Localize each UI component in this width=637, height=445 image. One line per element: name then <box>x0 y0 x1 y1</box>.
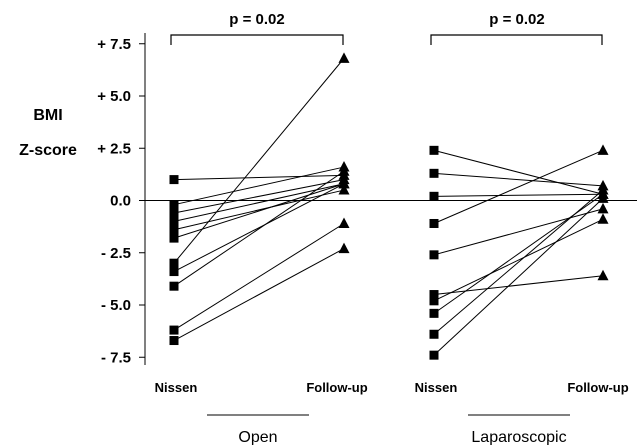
open-nissen-point <box>169 336 179 346</box>
category-label-lap-followup: Follow-up <box>567 380 628 395</box>
open-nissen-point <box>169 233 179 243</box>
laparoscopic-nissen-point <box>429 145 439 155</box>
open-pair-line <box>173 174 345 181</box>
open-nissen-point <box>169 216 179 226</box>
laparoscopic-pair-line <box>433 275 604 296</box>
p-value-laparoscopic: p = 0.02 <box>489 11 544 28</box>
laparoscopic-followup-point <box>597 192 609 203</box>
laparoscopic-nissen-point <box>429 329 439 339</box>
laparoscopic-pair-line <box>433 149 604 195</box>
y-tick-label: 0.0 <box>110 193 131 210</box>
laparoscopic-pair-line <box>433 198 604 356</box>
y-tick-label: + 2.5 <box>97 140 131 157</box>
open-pair-line <box>173 179 345 214</box>
open-followup-point <box>338 177 350 189</box>
open-pair-line <box>173 166 345 206</box>
open-followup-point <box>338 52 350 63</box>
laparoscopic-pair-line <box>433 172 604 187</box>
laparoscopic-nissen-point <box>429 191 439 201</box>
y-axis-label-line1: BMI <box>33 107 62 124</box>
group-label-laparoscopic: Laparoscopic <box>471 429 566 445</box>
open-pair-line <box>173 58 345 264</box>
data-layer <box>169 52 609 360</box>
y-axis-label-line2: Z-score <box>19 142 77 159</box>
open-nissen-point <box>169 208 179 218</box>
laparoscopic-followup-point <box>597 269 609 281</box>
laparoscopic-nissen-point <box>429 308 439 318</box>
open-nissen-point <box>169 325 179 335</box>
laparoscopic-nissen-point <box>429 250 439 260</box>
laparoscopic-pair-line <box>433 189 604 335</box>
open-pair-line <box>173 183 345 239</box>
p-value-bracket-laparoscopic <box>430 34 603 45</box>
open-pair-line <box>173 183 345 222</box>
open-pair-line <box>173 248 345 341</box>
laparoscopic-followup-point <box>597 213 609 224</box>
laparoscopic-pair-line <box>433 218 604 302</box>
open-nissen-point <box>169 281 179 291</box>
laparoscopic-nissen-point <box>429 218 439 228</box>
laparoscopic-pair-line <box>433 149 604 224</box>
open-pair-line <box>173 223 345 331</box>
laparoscopic-nissen-point <box>429 350 439 360</box>
open-pair-line <box>173 189 345 231</box>
category-label-lap-nissen: Nissen <box>415 380 458 395</box>
open-nissen-point <box>169 200 179 210</box>
open-nissen-point <box>169 175 179 185</box>
y-tick-label: - 7.5 <box>101 349 131 366</box>
y-tick-label: - 5.0 <box>101 297 131 314</box>
open-followup-point <box>338 217 350 228</box>
laparoscopic-nissen-point <box>429 290 439 300</box>
open-followup-point <box>338 165 350 176</box>
p-value-bracket-open <box>170 34 344 45</box>
laparoscopic-pair-line <box>433 208 604 256</box>
open-pair-line <box>173 170 345 287</box>
laparoscopic-followup-point <box>597 144 609 155</box>
laparoscopic-followup-point <box>597 184 609 195</box>
group-label-open: Open <box>238 429 277 445</box>
laparoscopic-pair-line <box>433 193 604 197</box>
laparoscopic-nissen-point <box>429 168 439 178</box>
y-tick-label: + 7.5 <box>97 36 131 53</box>
open-nissen-point <box>169 258 179 268</box>
p-value-open: p = 0.02 <box>229 11 284 28</box>
y-tick-label: - 2.5 <box>101 245 131 262</box>
category-label-open-nissen: Nissen <box>155 380 198 395</box>
open-followup-point <box>338 242 350 254</box>
category-label-open-followup: Follow-up <box>306 380 367 395</box>
open-followup-point <box>338 184 350 195</box>
open-pair-line <box>173 183 345 273</box>
laparoscopic-nissen-point <box>429 296 439 306</box>
y-tick-label: + 5.0 <box>97 88 131 105</box>
open-nissen-point <box>169 225 179 235</box>
laparoscopic-followup-point <box>597 202 609 214</box>
y-ticks: + 7.5 + 5.0 + 2.5 0.0 - 2.5 - 5.0 - 7.5 <box>97 36 145 366</box>
open-nissen-point <box>169 267 179 277</box>
